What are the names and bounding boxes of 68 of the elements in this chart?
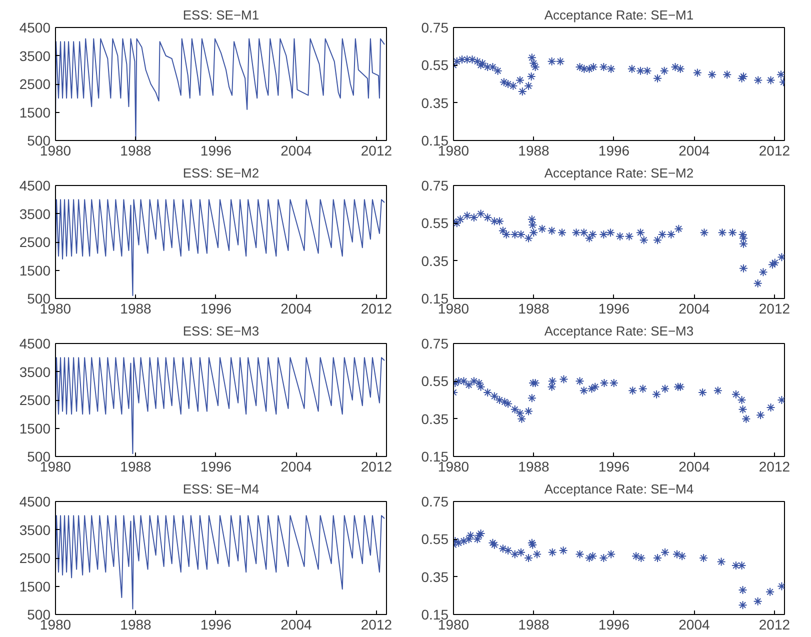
x-tick-label: 2012 xyxy=(758,458,790,474)
y-tick-label: 3500 xyxy=(19,206,51,222)
y-tick-label: 2500 xyxy=(19,76,51,92)
y-tick-label: 0.55 xyxy=(421,215,449,232)
x-tick-label: 2004 xyxy=(678,616,710,632)
y-tick-label: 0.75 xyxy=(421,336,449,352)
x-tick-label: 2012 xyxy=(758,300,790,316)
x-tick-label: 1988 xyxy=(120,300,152,316)
chart-title: ESS: SE−M2 xyxy=(182,166,260,180)
chart-title: ESS: SE−M4 xyxy=(182,482,260,496)
y-tick-label: 0.75 xyxy=(421,494,449,510)
y-tick-label: 0.55 xyxy=(421,57,449,74)
x-tick-label: 1996 xyxy=(598,300,630,316)
y-tick-label: 2500 xyxy=(19,234,51,250)
x-tick-label: 2012 xyxy=(758,142,790,158)
x-tick-label: 2012 xyxy=(360,300,392,316)
y-tick-label: 0.55 xyxy=(421,373,449,390)
x-tick-label: 1996 xyxy=(598,458,630,474)
x-tick-label: 2012 xyxy=(360,616,392,632)
chart-title: Acceptance Rate: SE−M2 xyxy=(544,166,694,180)
x-tick-label: 1988 xyxy=(120,458,152,474)
x-tick-label: 1988 xyxy=(518,142,550,158)
x-tick-label: 2004 xyxy=(678,142,710,158)
y-tick-label: 4500 xyxy=(19,178,51,194)
y-tick-label: 2500 xyxy=(19,550,51,566)
x-tick-label: 2004 xyxy=(280,458,312,474)
x-tick-label: 1988 xyxy=(518,458,550,474)
x-tick-label: 1996 xyxy=(200,300,232,316)
y-tick-label: 3500 xyxy=(19,48,51,64)
x-tick-label: 1988 xyxy=(120,616,152,632)
y-tick-label: 0.35 xyxy=(421,94,449,111)
y-tick-label: 4500 xyxy=(19,20,51,36)
x-tick-label: 2004 xyxy=(280,300,312,316)
y-tick-label: 2500 xyxy=(19,392,51,408)
y-tick-label: 3500 xyxy=(19,364,51,380)
x-tick-label: 2004 xyxy=(678,458,710,474)
y-tick-label: 4500 xyxy=(19,494,51,510)
y-tick-label: 0.55 xyxy=(421,531,449,548)
y-tick-label: 1500 xyxy=(19,104,51,120)
y-tick-label: 0.35 xyxy=(421,568,449,585)
x-tick-label: 2004 xyxy=(280,142,312,158)
x-tick-label: 1988 xyxy=(518,300,550,316)
chart-title: ESS: SE−M3 xyxy=(182,324,260,338)
x-tick-label: 2004 xyxy=(678,300,710,316)
x-tick-label: 2012 xyxy=(360,142,392,158)
x-tick-label: 2012 xyxy=(758,616,790,632)
chart-title: Acceptance Rate: SE−M1 xyxy=(544,8,694,22)
x-tick-label: 1988 xyxy=(518,616,550,632)
y-tick-label: 0.35 xyxy=(421,252,449,269)
x-tick-label: 1988 xyxy=(120,142,152,158)
y-tick-label: 0.75 xyxy=(421,20,449,36)
y-tick-label: 0.35 xyxy=(421,410,449,427)
x-tick-label: 2012 xyxy=(360,458,392,474)
x-tick-label: 1996 xyxy=(200,142,232,158)
chart-title: ESS: SE−M1 xyxy=(182,8,260,22)
y-tick-label: 1500 xyxy=(19,578,51,594)
y-tick-label: 0.75 xyxy=(421,178,449,194)
y-tick-label: 1500 xyxy=(19,262,51,278)
x-tick-label: 1996 xyxy=(200,458,232,474)
chart-title: Acceptance Rate: SE−M4 xyxy=(544,482,694,496)
y-tick-label: 3500 xyxy=(19,522,51,538)
chart-title: Acceptance Rate: SE−M3 xyxy=(544,324,694,338)
y-tick-label: 1500 xyxy=(19,420,51,436)
x-tick-label: 1996 xyxy=(598,142,630,158)
x-tick-label: 1996 xyxy=(200,616,232,632)
x-tick-label: 2004 xyxy=(280,616,312,632)
x-tick-label: 1996 xyxy=(598,616,630,632)
y-tick-label: 4500 xyxy=(19,336,51,352)
